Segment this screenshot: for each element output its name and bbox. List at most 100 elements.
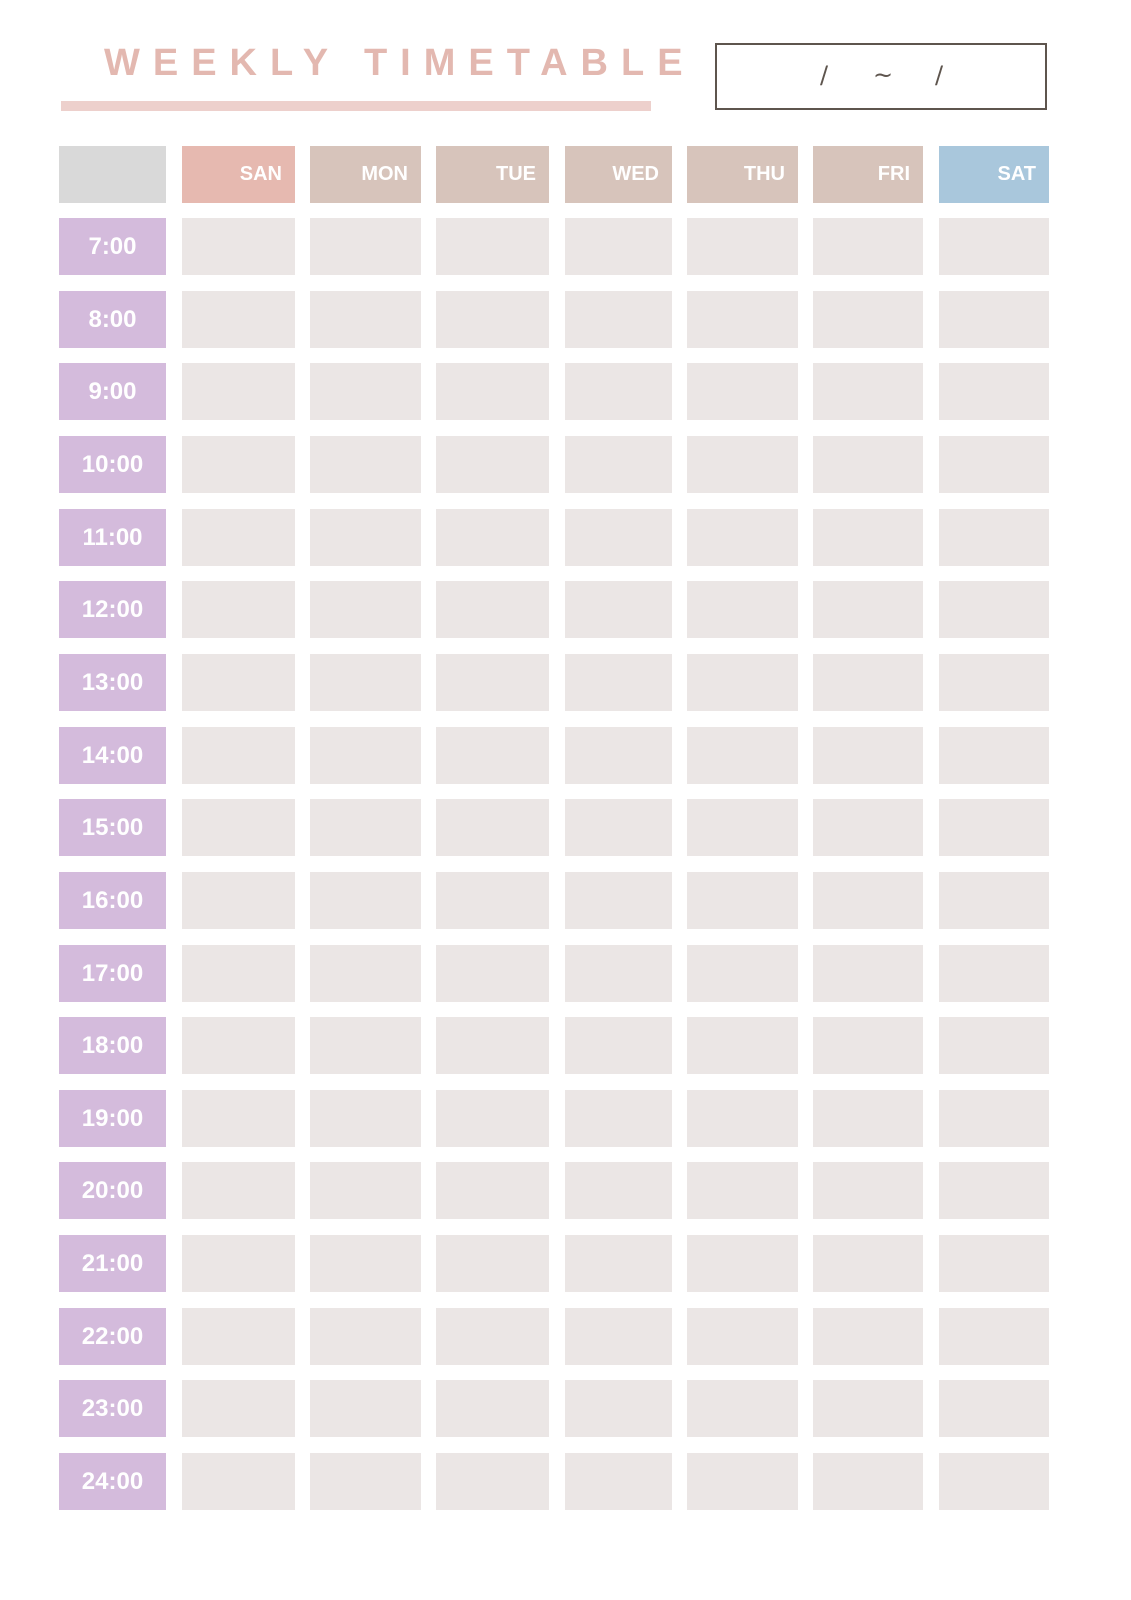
time-slot-cell[interactable]: [939, 291, 1049, 348]
time-slot-cell[interactable]: [687, 1308, 798, 1365]
time-slot-cell[interactable]: [565, 291, 672, 348]
time-slot-cell[interactable]: [687, 945, 798, 1002]
time-slot-cell[interactable]: [182, 1090, 295, 1147]
date-range-field[interactable]: / ~ /: [715, 43, 1047, 110]
time-slot-cell[interactable]: [436, 363, 549, 420]
time-slot-cell[interactable]: [565, 509, 672, 566]
time-slot-cell[interactable]: [182, 799, 295, 856]
time-slot-cell[interactable]: [813, 1017, 923, 1074]
time-slot-cell[interactable]: [182, 945, 295, 1002]
time-slot-cell[interactable]: [939, 363, 1049, 420]
time-slot-cell[interactable]: [813, 727, 923, 784]
time-slot-cell[interactable]: [813, 218, 923, 275]
time-slot-cell[interactable]: [813, 291, 923, 348]
time-slot-cell[interactable]: [813, 872, 923, 929]
time-slot-cell[interactable]: [813, 509, 923, 566]
time-slot-cell[interactable]: [939, 945, 1049, 1002]
time-slot-cell[interactable]: [939, 581, 1049, 638]
time-slot-cell[interactable]: [565, 1017, 672, 1074]
time-slot-cell[interactable]: [687, 1235, 798, 1292]
time-slot-cell[interactable]: [436, 509, 549, 566]
time-slot-cell[interactable]: [939, 1017, 1049, 1074]
time-slot-cell[interactable]: [565, 436, 672, 493]
time-slot-cell[interactable]: [436, 654, 549, 711]
time-slot-cell[interactable]: [310, 654, 421, 711]
time-slot-cell[interactable]: [310, 436, 421, 493]
time-slot-cell[interactable]: [310, 945, 421, 1002]
time-slot-cell[interactable]: [687, 509, 798, 566]
time-slot-cell[interactable]: [687, 1380, 798, 1437]
time-slot-cell[interactable]: [436, 945, 549, 1002]
time-slot-cell[interactable]: [182, 291, 295, 348]
time-slot-cell[interactable]: [687, 1017, 798, 1074]
time-slot-cell[interactable]: [813, 1308, 923, 1365]
time-slot-cell[interactable]: [813, 945, 923, 1002]
time-slot-cell[interactable]: [182, 1453, 295, 1510]
time-slot-cell[interactable]: [436, 1380, 549, 1437]
time-slot-cell[interactable]: [182, 436, 295, 493]
time-slot-cell[interactable]: [182, 1017, 295, 1074]
time-slot-cell[interactable]: [436, 581, 549, 638]
time-slot-cell[interactable]: [436, 1017, 549, 1074]
time-slot-cell[interactable]: [182, 581, 295, 638]
time-slot-cell[interactable]: [939, 654, 1049, 711]
time-slot-cell[interactable]: [687, 799, 798, 856]
time-slot-cell[interactable]: [565, 1162, 672, 1219]
time-slot-cell[interactable]: [687, 1453, 798, 1510]
time-slot-cell[interactable]: [436, 1162, 549, 1219]
time-slot-cell[interactable]: [182, 654, 295, 711]
time-slot-cell[interactable]: [939, 727, 1049, 784]
time-slot-cell[interactable]: [813, 799, 923, 856]
time-slot-cell[interactable]: [687, 654, 798, 711]
time-slot-cell[interactable]: [939, 1308, 1049, 1365]
time-slot-cell[interactable]: [310, 1017, 421, 1074]
time-slot-cell[interactable]: [436, 799, 549, 856]
time-slot-cell[interactable]: [565, 945, 672, 1002]
time-slot-cell[interactable]: [813, 363, 923, 420]
time-slot-cell[interactable]: [436, 872, 549, 929]
time-slot-cell[interactable]: [939, 1090, 1049, 1147]
time-slot-cell[interactable]: [310, 581, 421, 638]
time-slot-cell[interactable]: [310, 1090, 421, 1147]
time-slot-cell[interactable]: [687, 872, 798, 929]
time-slot-cell[interactable]: [939, 872, 1049, 929]
time-slot-cell[interactable]: [565, 1235, 672, 1292]
time-slot-cell[interactable]: [813, 1235, 923, 1292]
time-slot-cell[interactable]: [310, 291, 421, 348]
time-slot-cell[interactable]: [565, 218, 672, 275]
time-slot-cell[interactable]: [182, 727, 295, 784]
time-slot-cell[interactable]: [436, 727, 549, 784]
time-slot-cell[interactable]: [813, 436, 923, 493]
time-slot-cell[interactable]: [310, 727, 421, 784]
time-slot-cell[interactable]: [182, 1235, 295, 1292]
time-slot-cell[interactable]: [813, 1090, 923, 1147]
time-slot-cell[interactable]: [436, 291, 549, 348]
time-slot-cell[interactable]: [310, 872, 421, 929]
time-slot-cell[interactable]: [565, 872, 672, 929]
time-slot-cell[interactable]: [565, 1090, 672, 1147]
time-slot-cell[interactable]: [687, 218, 798, 275]
time-slot-cell[interactable]: [939, 436, 1049, 493]
time-slot-cell[interactable]: [813, 1380, 923, 1437]
time-slot-cell[interactable]: [182, 1308, 295, 1365]
time-slot-cell[interactable]: [565, 1453, 672, 1510]
time-slot-cell[interactable]: [813, 1162, 923, 1219]
time-slot-cell[interactable]: [182, 872, 295, 929]
time-slot-cell[interactable]: [687, 581, 798, 638]
time-slot-cell[interactable]: [310, 1308, 421, 1365]
time-slot-cell[interactable]: [565, 363, 672, 420]
time-slot-cell[interactable]: [687, 1090, 798, 1147]
time-slot-cell[interactable]: [436, 1453, 549, 1510]
time-slot-cell[interactable]: [565, 581, 672, 638]
time-slot-cell[interactable]: [565, 654, 672, 711]
time-slot-cell[interactable]: [687, 436, 798, 493]
time-slot-cell[interactable]: [436, 1235, 549, 1292]
time-slot-cell[interactable]: [310, 799, 421, 856]
time-slot-cell[interactable]: [565, 799, 672, 856]
time-slot-cell[interactable]: [939, 1380, 1049, 1437]
time-slot-cell[interactable]: [687, 727, 798, 784]
time-slot-cell[interactable]: [565, 1308, 672, 1365]
time-slot-cell[interactable]: [939, 799, 1049, 856]
time-slot-cell[interactable]: [565, 1380, 672, 1437]
time-slot-cell[interactable]: [182, 1380, 295, 1437]
